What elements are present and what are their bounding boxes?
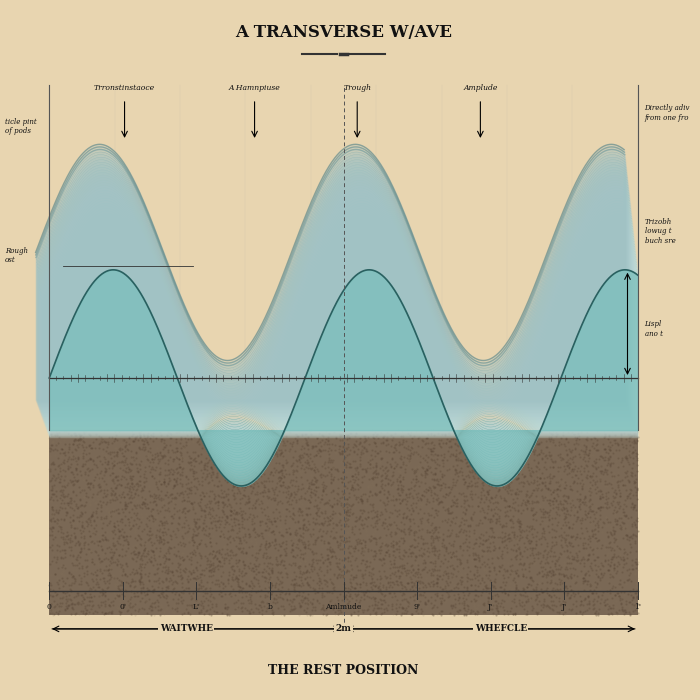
Text: b: b <box>267 603 272 611</box>
Text: Amlmude: Amlmude <box>326 603 362 611</box>
Text: Trronstinstaoce: Trronstinstaoce <box>94 84 155 92</box>
Text: Rough
ost: Rough ost <box>5 247 28 265</box>
Text: ticle pint
of pods: ticle pint of pods <box>5 118 36 136</box>
Text: 0: 0 <box>47 603 52 611</box>
Text: 0': 0' <box>119 603 126 611</box>
Text: Amplude: Amplude <box>463 84 498 92</box>
Text: WHEFCLE: WHEFCLE <box>475 624 527 634</box>
Text: J': J' <box>488 603 494 611</box>
Text: A Hamnpiuse: A Hamnpiuse <box>229 84 281 92</box>
Text: J': J' <box>561 603 567 611</box>
Text: L': L' <box>193 603 200 611</box>
Text: Directly adiv
from one fro: Directly adiv from one fro <box>645 104 690 122</box>
Text: Trough: Trough <box>343 84 371 92</box>
Text: 1': 1' <box>634 603 641 611</box>
Text: Trizobh
lowug t
buch sre: Trizobh lowug t buch sre <box>645 218 676 245</box>
Text: A TRANSVERSE W/AVE: A TRANSVERSE W/AVE <box>235 25 452 41</box>
Text: WAITWHE: WAITWHE <box>160 624 213 634</box>
Text: Lispl
ano t: Lispl ano t <box>645 321 663 337</box>
FancyBboxPatch shape <box>49 430 638 615</box>
Text: THE REST POSITION: THE REST POSITION <box>268 664 419 677</box>
Text: 2m: 2m <box>335 624 351 634</box>
Text: 9': 9' <box>414 603 421 611</box>
